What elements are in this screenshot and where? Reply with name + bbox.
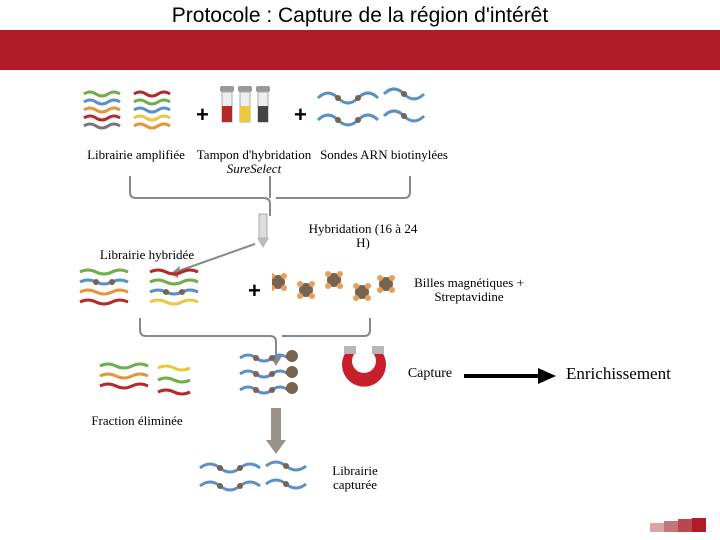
label-capture: Capture — [400, 366, 460, 381]
amplified-library-icon — [82, 88, 192, 138]
captured-library-icon — [196, 458, 326, 500]
enrich-arrow — [462, 366, 562, 386]
label-hybridation: Hybridation (16 à 24 H) — [308, 222, 418, 251]
title-red-band — [0, 30, 720, 70]
captured-fragments-icon — [236, 348, 346, 408]
label-probes: Sondes ARN biotinylées — [314, 148, 454, 162]
label-enrichissement: Enrichissement — [566, 364, 671, 384]
down-arrow-final — [264, 406, 294, 456]
label-frac-elim: Fraction éliminée — [82, 414, 192, 428]
footer-decoration — [650, 518, 706, 532]
plus-1: + — [196, 102, 209, 128]
plus-3: + — [248, 278, 261, 304]
label-beads: Billes magnétiques + Streptavidine — [404, 276, 534, 305]
label-lib-hyb: Librairie hybridée — [92, 248, 202, 262]
label-lib-amp: Librairie amplifiée — [82, 148, 190, 162]
diagram-canvas: + + — [0, 70, 720, 540]
plus-2: + — [294, 102, 307, 128]
rna-probes-icon — [314, 86, 444, 138]
page-title: Protocole : Capture de la région d'intér… — [0, 4, 720, 28]
label-lib-cap: Librairie capturée — [320, 464, 390, 493]
footer-bar-2 — [664, 521, 678, 532]
eliminated-fraction-icon — [98, 360, 208, 408]
beads-icon — [272, 270, 402, 314]
hybridization-buffer-icon — [216, 84, 288, 140]
footer-bar-4 — [692, 518, 706, 532]
hybridized-library-icon — [78, 266, 238, 316]
footer-bar-1 — [650, 523, 664, 532]
footer-bar-3 — [678, 519, 692, 532]
